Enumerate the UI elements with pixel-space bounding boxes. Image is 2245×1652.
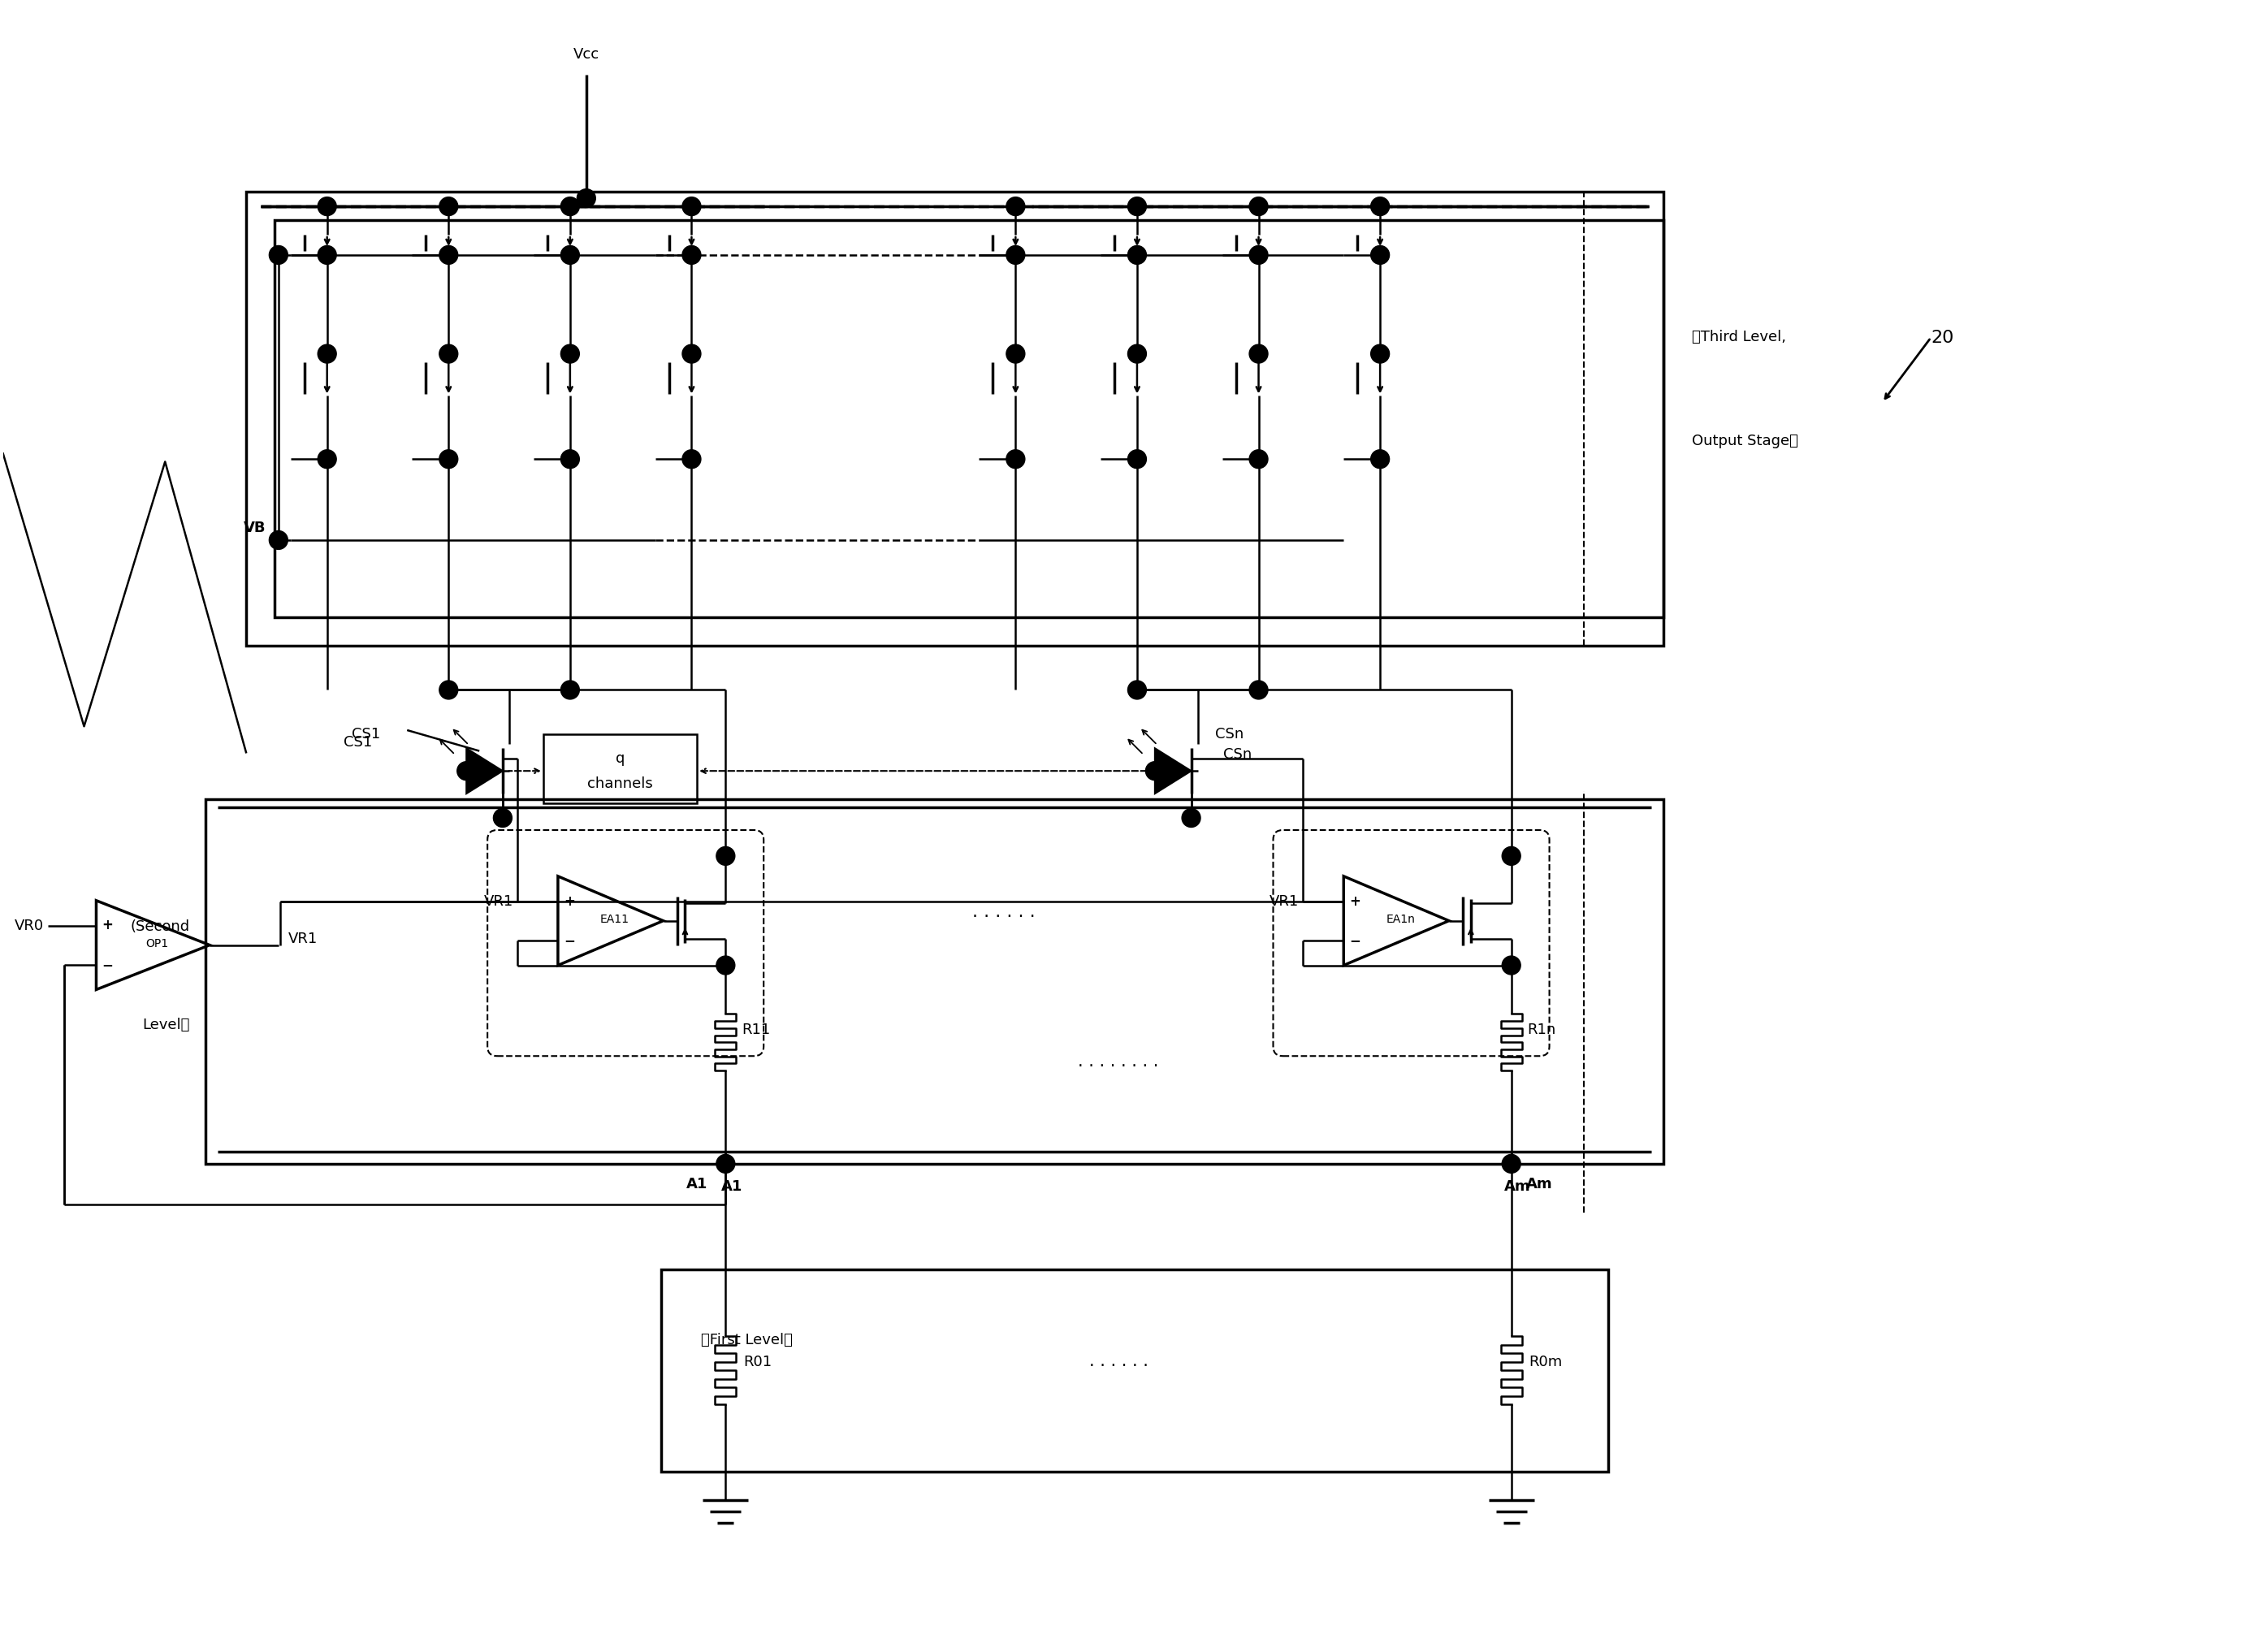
Circle shape — [1006, 197, 1026, 216]
Text: +: + — [101, 919, 112, 933]
Text: VR1: VR1 — [1271, 894, 1300, 909]
Circle shape — [682, 246, 700, 264]
Text: Am: Am — [1527, 1176, 1554, 1191]
Circle shape — [1372, 345, 1390, 363]
Circle shape — [1502, 1155, 1520, 1173]
Circle shape — [561, 246, 579, 264]
Text: CS1: CS1 — [343, 735, 373, 750]
Circle shape — [561, 449, 579, 469]
Circle shape — [716, 847, 734, 866]
Text: (Second: (Second — [130, 920, 189, 933]
Circle shape — [1145, 762, 1165, 780]
Text: VR1: VR1 — [287, 932, 317, 947]
Text: A1: A1 — [687, 1176, 707, 1191]
Circle shape — [1502, 847, 1520, 866]
Text: （First Level）: （First Level） — [700, 1333, 792, 1348]
Circle shape — [440, 246, 458, 264]
Circle shape — [1248, 246, 1268, 264]
Text: VB: VB — [245, 520, 267, 535]
Text: channels: channels — [588, 776, 653, 791]
Text: EA11: EA11 — [599, 914, 629, 925]
Text: A1: A1 — [721, 1180, 743, 1194]
Text: （Third Level,: （Third Level, — [1693, 330, 1787, 344]
Circle shape — [458, 762, 476, 780]
Circle shape — [682, 449, 700, 469]
Circle shape — [494, 808, 512, 828]
Text: CSn: CSn — [1224, 747, 1253, 762]
Bar — [247, 192, 1664, 646]
Text: VR0: VR0 — [13, 919, 43, 933]
Circle shape — [1127, 681, 1147, 699]
Text: −: − — [1349, 933, 1360, 948]
Text: CSn: CSn — [1215, 727, 1244, 742]
Circle shape — [1006, 345, 1026, 363]
Circle shape — [1248, 449, 1268, 469]
Circle shape — [1502, 957, 1520, 975]
Circle shape — [1248, 681, 1268, 699]
Circle shape — [1248, 345, 1268, 363]
Text: VR1: VR1 — [485, 894, 514, 909]
Text: OP1: OP1 — [146, 938, 168, 950]
Bar — [543, 735, 698, 803]
Circle shape — [1006, 246, 1026, 264]
Circle shape — [440, 345, 458, 363]
Text: Output Stage）: Output Stage） — [1693, 434, 1798, 449]
Circle shape — [1248, 197, 1268, 216]
Bar — [207, 800, 1664, 1163]
Text: CS1: CS1 — [352, 727, 379, 742]
Circle shape — [716, 1155, 734, 1173]
Circle shape — [440, 681, 458, 699]
Circle shape — [561, 345, 579, 363]
Bar — [274, 220, 1664, 618]
Text: −: − — [563, 933, 575, 948]
Text: · · · · · · · ·: · · · · · · · · — [1078, 1059, 1158, 1075]
Text: +: + — [1349, 894, 1360, 909]
Circle shape — [1372, 449, 1390, 469]
Text: Vcc: Vcc — [572, 46, 599, 61]
Polygon shape — [467, 748, 503, 793]
Text: +: + — [563, 894, 575, 909]
Circle shape — [1006, 449, 1026, 469]
Text: 20: 20 — [1931, 329, 1953, 345]
Circle shape — [1127, 197, 1147, 216]
Polygon shape — [1154, 748, 1192, 793]
Circle shape — [1127, 449, 1147, 469]
Text: Level）: Level） — [141, 1018, 189, 1032]
Text: R1n: R1n — [1527, 1023, 1556, 1037]
Circle shape — [716, 957, 734, 975]
Circle shape — [440, 197, 458, 216]
Text: · · · · · ·: · · · · · · — [1089, 1358, 1147, 1374]
Text: −: − — [101, 958, 112, 971]
Bar — [660, 1269, 1607, 1472]
Circle shape — [1181, 808, 1201, 828]
Text: · · · · · ·: · · · · · · — [972, 909, 1035, 925]
Text: EA1n: EA1n — [1385, 914, 1414, 925]
Text: Am: Am — [1504, 1180, 1531, 1194]
Circle shape — [1372, 246, 1390, 264]
Circle shape — [319, 345, 337, 363]
Circle shape — [269, 530, 287, 550]
Circle shape — [561, 681, 579, 699]
Circle shape — [1127, 345, 1147, 363]
Text: R0m: R0m — [1529, 1355, 1563, 1370]
Circle shape — [1127, 246, 1147, 264]
Circle shape — [269, 246, 287, 264]
Circle shape — [577, 188, 595, 208]
Circle shape — [319, 449, 337, 469]
Circle shape — [319, 197, 337, 216]
Circle shape — [1372, 197, 1390, 216]
Circle shape — [682, 345, 700, 363]
Text: R01: R01 — [743, 1355, 772, 1370]
Circle shape — [440, 449, 458, 469]
Circle shape — [561, 197, 579, 216]
Text: q: q — [615, 752, 624, 767]
Circle shape — [682, 197, 700, 216]
Text: R11: R11 — [741, 1023, 770, 1037]
Circle shape — [319, 246, 337, 264]
